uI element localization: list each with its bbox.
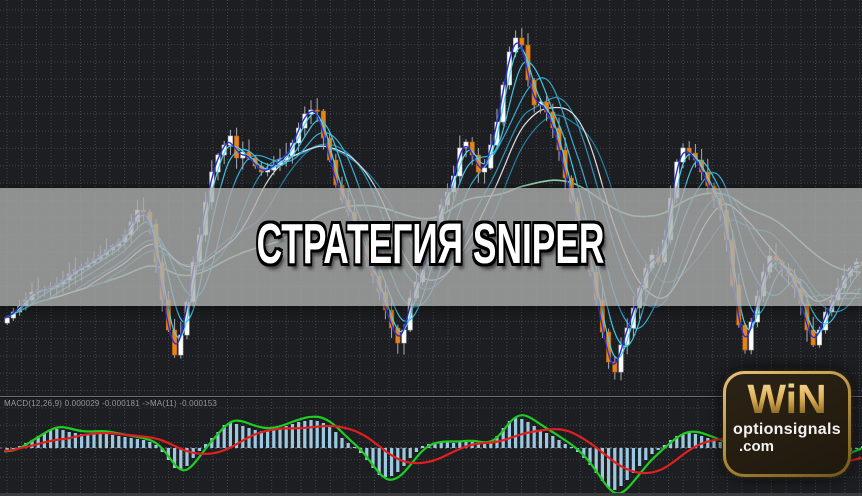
window-bottom-edge	[0, 493, 862, 496]
logo-com-text: .com	[739, 438, 775, 455]
logo-inner-panel: WiN optionsignals .com	[726, 374, 848, 474]
win-optionsignals-logo-badge: WiN optionsignals .com	[723, 371, 851, 477]
macd-signal-lines-layer	[3, 414, 862, 495]
logo-optionsignals-text: optionsignals	[733, 421, 841, 438]
promo-banner: СТРАТЕГИЯ SNIPER	[0, 188, 862, 306]
macd-slow-line	[3, 424, 862, 475]
pane-separator	[0, 396, 862, 398]
macd-fast-line	[3, 414, 862, 495]
macd-indicator-label: MACD(12,26,9) 0.000029 -0.000181 ->MA(11…	[4, 399, 218, 408]
banner-title: СТРАТЕГИЯ SNIPER	[257, 212, 605, 276]
logo-win-text: WiN	[747, 376, 827, 422]
